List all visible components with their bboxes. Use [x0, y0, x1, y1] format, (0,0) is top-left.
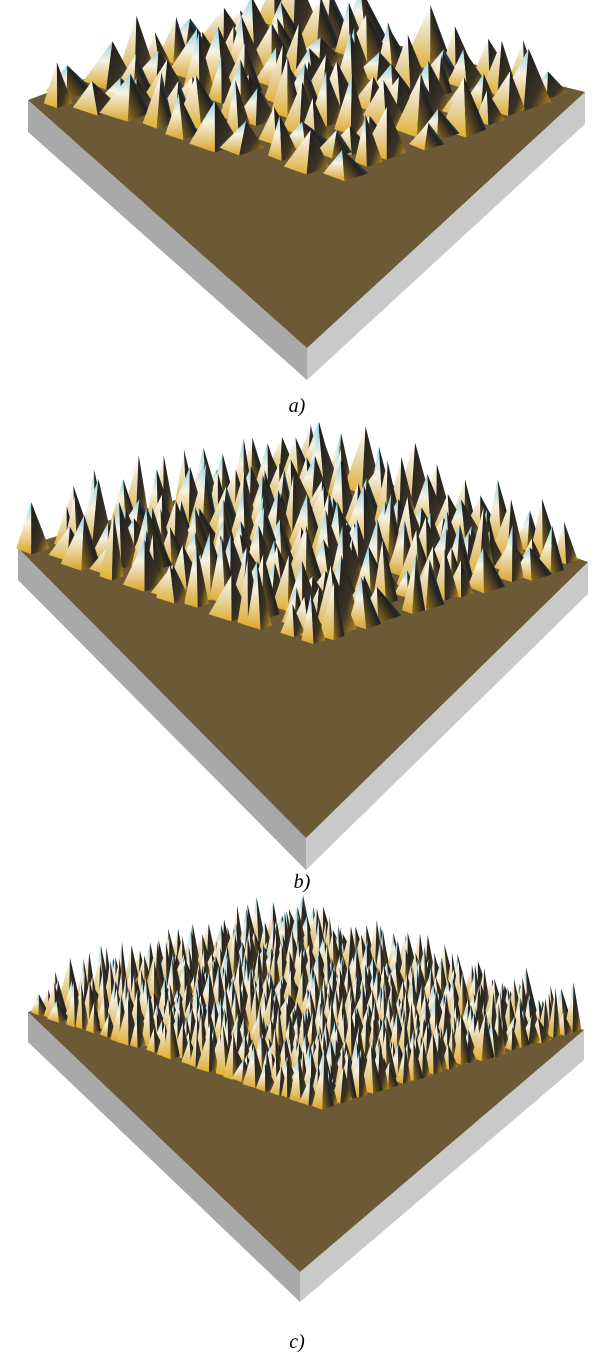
- caption: c): [289, 1331, 305, 1353]
- surface-plot: [16, 422, 588, 871]
- surface-facet: [31, 994, 39, 1015]
- surface-plot: [28, 0, 585, 380]
- surface-facet: [16, 502, 31, 554]
- surface-plot: [28, 895, 584, 1302]
- surface-facet: [44, 62, 58, 108]
- surface-facet: [564, 522, 578, 565]
- caption: b): [294, 871, 311, 893]
- surface-facet: [573, 982, 582, 1032]
- surface-facet: [31, 502, 49, 554]
- page: a) b) c) (() => { const data = JSON.pars…: [0, 0, 595, 1362]
- caption: a): [289, 395, 306, 417]
- figure: a) b) c): [0, 0, 595, 1362]
